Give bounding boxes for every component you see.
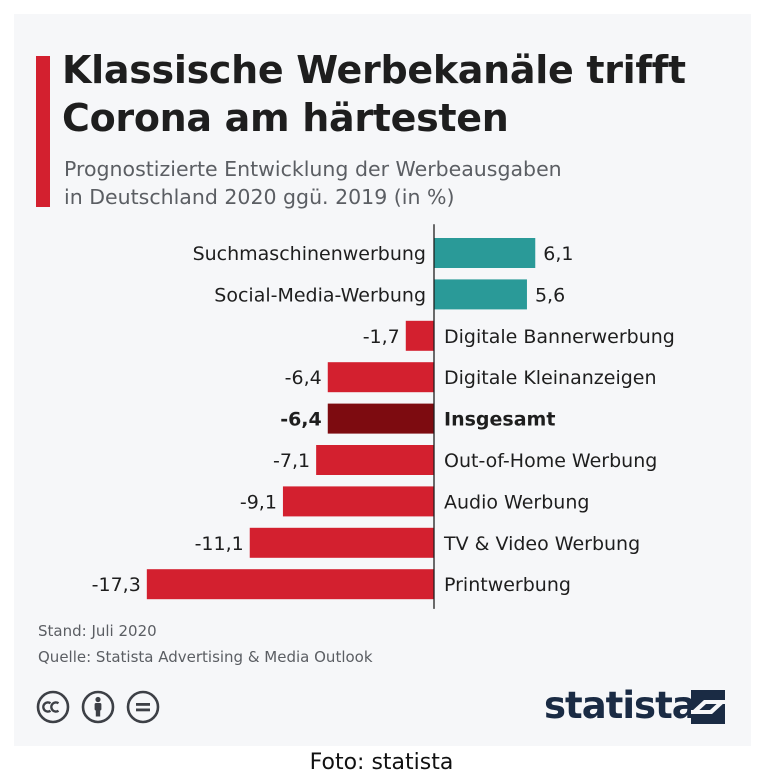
category-label-5: Out-of-Home Werbung	[444, 450, 657, 472]
category-label-1: Social-Media-Werbung	[214, 284, 426, 306]
value-label-1: 5,6	[535, 284, 565, 306]
category-label-2: Digitale Bannerwerbung	[444, 326, 675, 348]
attribution-icon[interactable]	[81, 690, 115, 724]
bar-6	[282, 486, 434, 517]
bar-7	[249, 527, 434, 558]
license-icons	[36, 690, 166, 730]
value-label-5: -7,1	[273, 450, 310, 472]
category-label-4: Insgesamt	[444, 409, 555, 431]
category-label-8: Printwerbung	[444, 574, 571, 596]
chart-title: Klassische Werbekanäle trifft Corona am …	[62, 46, 732, 142]
bar-5	[316, 445, 434, 475]
value-label-3: -6,4	[285, 367, 322, 389]
chart-subtitle: Prognostizierte Entwicklung der Werbeaus…	[64, 155, 714, 211]
value-label-8: -17,3	[92, 574, 141, 596]
photo-credit: Foto: statista	[309, 750, 454, 775]
no-derivatives-icon[interactable]	[126, 690, 160, 724]
title-line-1: Klassische Werbekanäle trifft	[62, 48, 686, 92]
subtitle-line-2: in Deutschland 2020 ggü. 2019 (in %)	[64, 185, 455, 209]
value-label-2: -1,7	[363, 326, 400, 348]
bar-0	[434, 238, 536, 268]
bar-4	[327, 403, 434, 434]
category-label-7: TV & Video Werbung	[443, 533, 640, 555]
statista-logo-icon	[691, 690, 725, 724]
subtitle-line-1: Prognostizierte Entwicklung der Werbeaus…	[64, 157, 562, 181]
value-label-6: -9,1	[240, 491, 277, 513]
value-label-0: 6,1	[543, 243, 573, 265]
source-note: Quelle: Statista Advertising & Media Out…	[38, 648, 373, 666]
title-accent-bar	[36, 56, 50, 207]
value-label-4: -6,4	[280, 409, 322, 431]
title-line-2: Corona am härtesten	[62, 96, 509, 140]
stand-date: Stand: Juli 2020	[38, 622, 157, 640]
bar-8	[146, 569, 434, 600]
bar-1	[434, 279, 527, 310]
value-label-7: -11,1	[195, 533, 244, 555]
bar-2	[405, 320, 434, 351]
category-label-0: Suchmaschinenwerbung	[193, 243, 426, 265]
bar-chart: Suchmaschinenwerbung 6,1 Social-Media-Werb…	[92, 224, 675, 609]
bar-3	[327, 362, 434, 393]
category-label-6: Audio Werbung	[444, 491, 589, 513]
creative-commons-icon[interactable]	[36, 690, 70, 724]
category-label-3: Digitale Kleinanzeigen	[444, 367, 657, 389]
logo-wordmark: statista	[544, 684, 697, 727]
